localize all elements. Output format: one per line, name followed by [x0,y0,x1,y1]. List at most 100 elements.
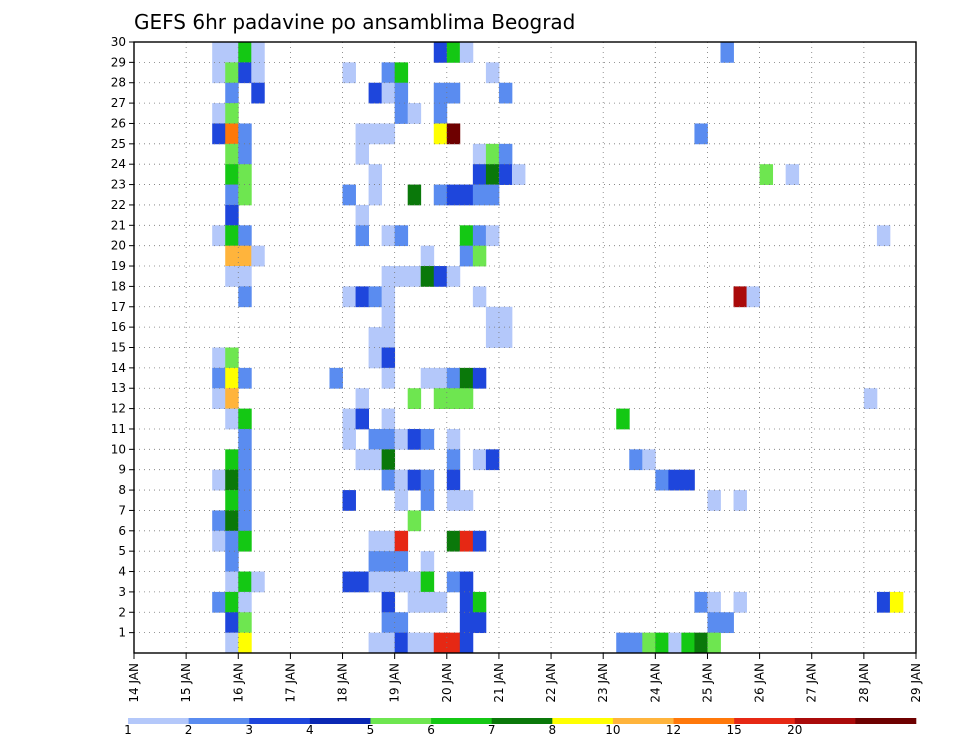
heatmap-cell [459,490,474,511]
heatmap-cell [355,143,369,165]
heatmap-cell [225,490,239,511]
heatmap-cell [368,571,383,593]
legend-swatch [794,718,856,724]
y-tick-label: 21 [111,218,126,232]
x-tick-label: 25 JAN [700,663,714,703]
y-tick-label: 17 [111,300,126,314]
heatmap-cell [238,164,252,185]
x-tick-label: 14 JAN [127,663,141,703]
heatmap-cell [355,571,369,593]
chart-title: GEFS 6hr padavine po ansamblima Beograd [134,10,575,34]
heatmap-cell [720,42,734,63]
heatmap-cell [225,632,239,654]
y-tick-label: 5 [118,544,126,558]
heatmap-cell [238,530,252,552]
heatmap-cell [355,225,369,247]
heatmap-cell [420,428,435,450]
y-tick-label: 13 [111,381,126,395]
x-tick-label: 27 JAN [805,663,819,703]
heatmap-cell [238,632,252,654]
heatmap-cell [863,388,878,409]
heatmap-cell [485,184,500,206]
heatmap-cell [433,123,448,145]
heatmap-cell [485,327,500,348]
heatmap-cell [355,286,369,308]
heatmap-cell [642,449,656,471]
heatmap-cell [381,286,396,308]
heatmap-cell [355,204,369,226]
heatmap-cell [368,82,383,104]
heatmap-cell [733,286,747,308]
heatmap-cell [394,103,409,124]
heatmap-cell [446,530,461,552]
heatmap-cell [251,42,265,63]
heatmap-cell [472,530,487,552]
heatmap-cell [225,469,239,491]
heatmap-cell [238,449,252,471]
y-tick-label: 29 [111,55,126,69]
heatmap-cell [472,367,487,389]
heatmap-cell [381,591,396,613]
heatmap-cell [212,510,226,532]
heatmap-cell [394,266,409,287]
legend: 1 2 3 4 5 6 7 8 10 12 15 20 [124,718,917,737]
heatmap-cell [472,612,487,634]
heatmap-cell [381,123,396,145]
heatmap-cell [459,591,474,613]
heatmap-cell [433,266,448,287]
heatmap-cell [420,245,435,267]
heatmap-cell [368,551,383,572]
heatmap-cell [446,82,461,104]
heatmap-cell [446,449,461,471]
x-tick-label: 29 JAN [909,663,923,703]
heatmap-cell [459,530,474,552]
heatmap-cell [433,388,448,409]
y-tick-label: 28 [111,76,126,90]
heatmap-cell [446,428,461,450]
heatmap-cell [212,530,226,552]
y-tick-label: 19 [111,259,126,273]
legend-swatch [673,718,735,724]
heatmap-cell [459,612,474,634]
heatmap-cell [498,82,513,104]
heatmap-cell [407,103,422,124]
heatmap-cell [342,184,356,206]
heatmap-cell [342,286,356,308]
y-tick-label: 10 [111,442,126,456]
heatmap-cell [251,82,265,104]
heatmap-cell [889,591,904,613]
heatmap-cell [368,327,383,348]
heatmap-cell [472,286,487,308]
heatmap-cell [472,225,487,247]
y-tick-label: 6 [118,524,126,538]
heatmap-cell [394,82,409,104]
heatmap-cell [212,347,226,369]
heatmap-cell [876,591,891,613]
heatmap-cell [446,266,461,287]
heatmap-cell [420,632,435,654]
heatmap-cell [381,449,396,471]
heatmap-cell [407,428,422,450]
heatmap-cell [498,164,513,185]
heatmap-cell [394,551,409,572]
x-tick-label: 24 JAN [648,663,662,703]
heatmap-cell [225,245,239,267]
heatmap-cell [355,408,369,430]
heatmap-cell [251,62,265,84]
heatmap-cell [459,42,474,63]
heatmap-cell [368,428,383,450]
legend-swatch [128,718,189,724]
heatmap-cell [238,225,252,247]
heatmap-cell [225,530,239,552]
y-tick-label: 27 [111,96,126,110]
heatmap-cell [485,143,500,165]
legend-label: 6 [427,723,435,737]
heatmap-cell [511,164,526,185]
legend-swatch [431,718,492,724]
heatmap-cell [212,103,226,124]
heatmap-cell [368,123,383,145]
heatmap-cell [681,469,695,491]
legend-swatch [370,718,432,724]
heatmap-cell [381,367,396,389]
